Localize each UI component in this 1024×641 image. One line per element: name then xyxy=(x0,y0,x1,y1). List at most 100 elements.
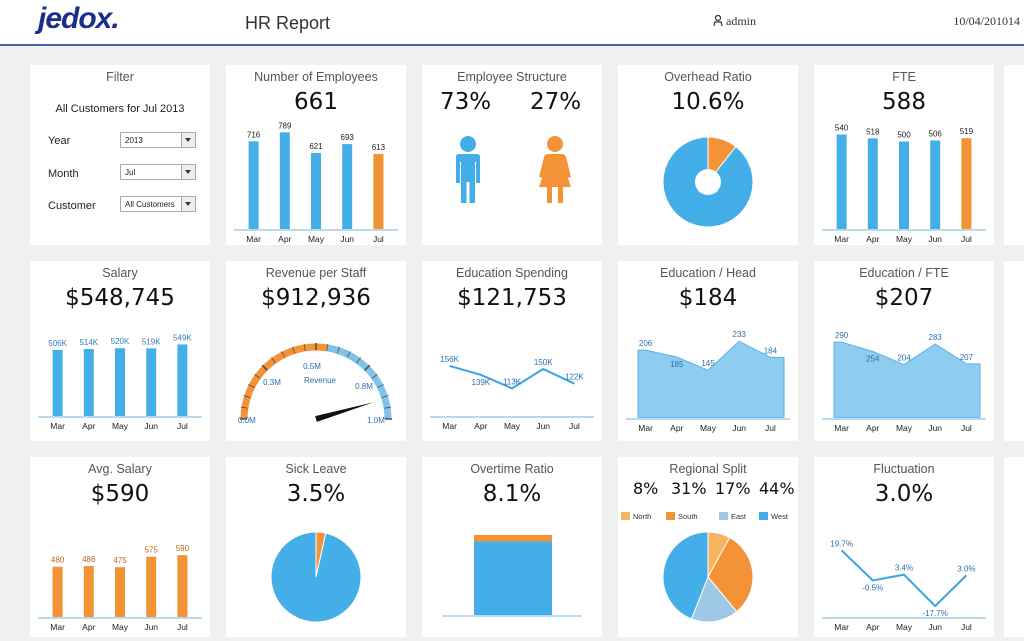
x-tick-label: May xyxy=(112,421,129,431)
x-tick-label: Mar xyxy=(50,421,65,431)
top-bar: jedox. HR Report admin 10/04/201014 xyxy=(0,0,1024,46)
gauge-tick xyxy=(377,384,384,388)
bar xyxy=(177,555,188,617)
overtime-value: 8.1% xyxy=(482,481,542,507)
education-fte-chart: 290 254 204 283 207 Mar Apr May Jun Jul xyxy=(822,331,986,433)
male-figure-icon xyxy=(456,136,480,203)
structure-tile[interactable]: Employee Structure 73% 27% xyxy=(422,65,602,245)
x-tick-label: Apr xyxy=(278,234,291,244)
data-label: 519K xyxy=(142,337,161,346)
pie-slice xyxy=(270,531,362,623)
fluctuation-tile[interactable]: 19.7% -0.5% 3.4% -17.7% 3.0% Mar Apr May Jun Jul … xyxy=(814,457,994,637)
fluctuation-title: Fluctuation xyxy=(873,462,935,476)
sick-leave-title: Sick Leave xyxy=(285,462,347,476)
x-tick-label: Apr xyxy=(866,622,879,632)
education-spending-value: $121,753 xyxy=(457,285,567,311)
fluctuation-value: 3.0% xyxy=(874,481,934,507)
female-percent: 27% xyxy=(530,89,582,115)
avg-salary-title: Avg. Salary xyxy=(88,462,152,476)
gauge-tick-label: 0.3M xyxy=(263,378,281,387)
year-select[interactable]: 2013 xyxy=(120,132,196,148)
employees-tile[interactable]: 716 789 621 693 613 Mar Apr May Jun Jul Number of… xyxy=(226,65,406,245)
regional-pct-west: 44% xyxy=(759,479,795,498)
legend-south: South xyxy=(666,512,698,521)
education-head-tile[interactable]: 206 185 145 233 184 Mar Apr May Jun Jul Education… xyxy=(618,261,798,441)
x-tick-label: May xyxy=(896,234,913,244)
x-tick-label: May xyxy=(112,622,129,632)
overtime-tile[interactable]: Overtime Ratio 8.1% xyxy=(422,457,602,637)
gauge-tick xyxy=(347,351,351,358)
data-label: 486 xyxy=(82,555,96,564)
revenue-tile[interactable]: 0.0M 0.3M 0.5M 0.8M 1.0M Revenue Revenue per … xyxy=(226,261,406,441)
gauge-tick xyxy=(384,406,392,409)
data-label: 233 xyxy=(733,330,747,339)
bar xyxy=(146,556,157,617)
fte-title: FTE xyxy=(892,70,916,84)
overhead-value: 10.6% xyxy=(671,89,745,115)
user-name: admin xyxy=(726,14,756,28)
fte-tile[interactable]: 540 518 500 506 519 Mar Apr May Jun Jul FTE 588 xyxy=(814,65,994,245)
x-tick-label: May xyxy=(700,423,717,433)
donut-hole xyxy=(695,169,721,195)
gauge-tick xyxy=(248,384,255,388)
x-tick-label: Mar xyxy=(834,622,849,632)
avg-salary-tile[interactable]: 480 486 475 575 590 Mar Apr May Jun Jul Avg. Sala… xyxy=(30,457,210,637)
x-tick-label: Jul xyxy=(569,421,580,431)
education-fte-tile[interactable]: 290 254 204 283 207 Mar Apr May Jun Jul Education… xyxy=(814,261,994,441)
bar xyxy=(311,152,321,229)
x-tick-label: Jul xyxy=(177,421,188,431)
bar xyxy=(836,134,847,229)
x-tick-label: Apr xyxy=(474,421,487,431)
customer-select[interactable]: All Customers xyxy=(120,196,196,212)
revenue-title: Revenue per Staff xyxy=(265,266,367,280)
gauge-tick xyxy=(371,374,378,379)
bar xyxy=(899,141,909,229)
employees-value: 661 xyxy=(294,89,338,115)
month-value: Jul xyxy=(125,168,136,177)
tile-edge xyxy=(1004,457,1024,637)
education-spending-tile[interactable]: 156K 139K 113K 150K 122K Mar Apr May Jun Jul Educ… xyxy=(422,261,602,441)
data-label: 514K xyxy=(79,338,98,347)
data-label: 480 xyxy=(51,556,65,565)
x-tick-label: Mar xyxy=(834,423,849,433)
data-label: 520K xyxy=(111,337,130,346)
structure-figures xyxy=(456,136,571,203)
x-tick-label: Jul xyxy=(177,622,188,632)
gauge-tick xyxy=(364,364,371,371)
data-label: 475 xyxy=(113,556,127,565)
gauge-band xyxy=(326,344,392,420)
data-label: 19.7% xyxy=(830,539,853,548)
chevron-down-icon[interactable] xyxy=(181,197,195,211)
sick-leave-tile[interactable]: Sick Leave 3.5% xyxy=(226,457,406,637)
education-head-title: Education / Head xyxy=(660,266,756,280)
filter-subtitle: All Customers for Jul 2013 xyxy=(55,103,185,115)
month-select[interactable]: Jul xyxy=(120,164,196,180)
x-tick-label: Mar xyxy=(638,423,653,433)
gauge-tick xyxy=(261,364,268,371)
salary-tile[interactable]: 506K 514K 520K 519K 549K Mar Apr May Jun Jul Sala… xyxy=(30,261,210,441)
bar xyxy=(248,141,259,229)
user-menu[interactable]: admin xyxy=(713,14,756,29)
data-label: 254 xyxy=(866,355,880,364)
legend-north: North xyxy=(621,512,651,521)
overhead-title: Overhead Ratio xyxy=(664,70,752,84)
overhead-tile[interactable]: Overhead Ratio 10.6% xyxy=(618,65,798,245)
bar xyxy=(177,344,188,416)
data-label: 113K xyxy=(503,377,522,386)
education-head-value: $184 xyxy=(678,285,738,311)
data-label: 290 xyxy=(835,331,849,340)
regional-chart xyxy=(662,531,754,623)
education-spending-chart: 156K 139K 113K 150K 122K Mar Apr May Jun Jul xyxy=(430,355,594,431)
year-value: 2013 xyxy=(125,136,143,145)
chevron-down-icon[interactable] xyxy=(181,165,195,179)
education-spending-title: Education Spending xyxy=(456,266,568,280)
gauge-tick xyxy=(292,346,296,354)
overtime-segment xyxy=(474,535,552,542)
regional-tile[interactable]: Regional Split 8% 31% 17% 44% North Sout… xyxy=(618,457,798,637)
chevron-down-icon[interactable] xyxy=(181,133,195,147)
gauge-tick xyxy=(254,374,261,379)
overtime-title: Overtime Ratio xyxy=(470,462,554,476)
x-tick-label: Jun xyxy=(144,421,158,431)
revenue-gauge: 0.0M 0.3M 0.5M 0.8M 1.0M Revenue xyxy=(238,343,392,425)
x-tick-label: Jun xyxy=(928,234,942,244)
